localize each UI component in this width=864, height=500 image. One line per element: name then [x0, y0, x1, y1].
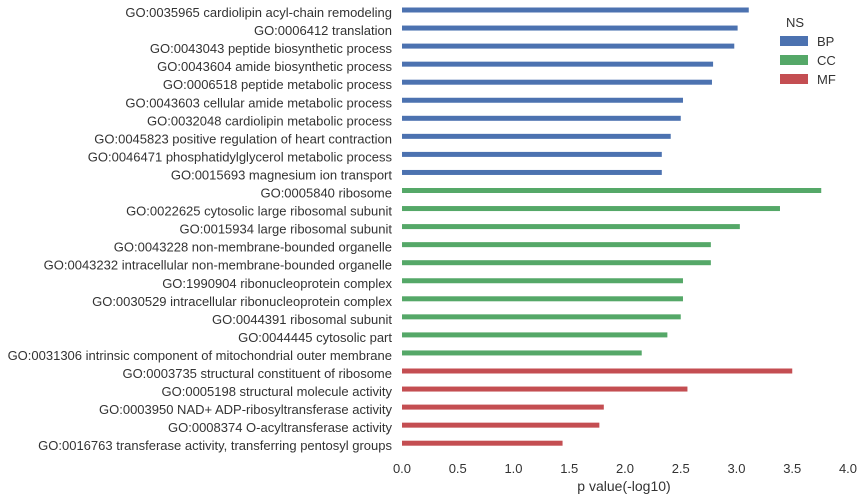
- bar: [402, 440, 563, 446]
- bar: [402, 115, 681, 121]
- bar: [402, 151, 662, 157]
- x-tick-label: 0.0: [393, 461, 411, 476]
- y-tick-label: GO:0003735 structural constituent of rib…: [122, 366, 392, 381]
- x-axis-label: p value(-log10): [577, 478, 670, 494]
- bar: [402, 43, 735, 49]
- x-tick-label: 3.0: [727, 461, 745, 476]
- y-tick-label: GO:0003950 NAD+ ADP-ribosyltransferase a…: [99, 402, 392, 417]
- bar: [402, 332, 668, 338]
- y-tick-label: GO:0032048 cardiolipin metabolic process: [147, 113, 392, 128]
- bar: [402, 296, 683, 302]
- y-tick-label: GO:0006412 translation: [254, 23, 392, 38]
- bar: [402, 278, 683, 284]
- bar: [402, 242, 711, 248]
- bars: [402, 7, 822, 446]
- legend-title: NS: [786, 15, 804, 30]
- y-tick-label: GO:0031306 intrinsic component of mitoch…: [8, 348, 392, 363]
- x-tick-label: 1.5: [560, 461, 578, 476]
- bar: [402, 97, 683, 103]
- bar: [402, 404, 604, 410]
- legend-label: MF: [817, 72, 836, 87]
- y-tick-label: GO:0044391 ribosomal subunit: [212, 312, 392, 327]
- y-tick-label: GO:0022625 cytosolic large ribosomal sub…: [126, 204, 392, 219]
- y-tick-label: GO:0035965 cardiolipin acyl-chain remode…: [125, 5, 392, 20]
- bar: [402, 79, 712, 85]
- bar: [402, 188, 822, 193]
- bar: [402, 314, 681, 320]
- y-tick-label: GO:0043228 non-membrane-bounded organell…: [114, 240, 392, 255]
- y-tick-label: GO:1990904 ribonucleoprotein complex: [162, 276, 392, 291]
- legend: NS BP CC MF: [780, 15, 836, 87]
- y-tick-label: GO:0005840 ribosome: [260, 186, 392, 201]
- bar: [402, 350, 642, 356]
- legend-swatch: [780, 74, 808, 84]
- x-axis: 0.0 0.5 1.0 1.5 2.0 2.5 3.0 3.5 4.0: [393, 461, 857, 476]
- x-tick-label: 3.5: [783, 461, 801, 476]
- bar: [402, 386, 688, 392]
- y-tick-label: GO:0015934 large ribosomal subunit: [180, 222, 393, 237]
- y-tick-label: GO:0015693 magnesium ion transport: [171, 167, 393, 182]
- y-tick-label: GO:0046471 phosphatidylglycerol metaboli…: [88, 149, 393, 164]
- y-tick-label: GO:0043604 amide biosynthetic process: [157, 59, 392, 74]
- x-tick-label: 1.0: [504, 461, 522, 476]
- bar: [402, 224, 740, 230]
- bar: [402, 7, 749, 13]
- bar: [402, 260, 711, 266]
- y-tick-label: GO:0043043 peptide biosynthetic process: [150, 41, 393, 56]
- bar: [402, 61, 714, 67]
- legend-label: CC: [817, 53, 836, 68]
- x-tick-label: 2.5: [672, 461, 690, 476]
- bar: [402, 368, 793, 374]
- legend-swatch: [780, 55, 808, 65]
- bar: [402, 133, 671, 139]
- y-tick-labels: GO:0035965 cardiolipin acyl-chain remode…: [8, 5, 393, 453]
- y-tick-label: GO:0005198 structural molecule activity: [162, 384, 393, 399]
- bar: [402, 206, 780, 212]
- y-tick-label: GO:0008374 O-acyltransferase activity: [168, 420, 392, 435]
- bar: [402, 169, 662, 175]
- bar: [402, 422, 600, 428]
- x-tick-label: 0.5: [449, 461, 467, 476]
- legend-swatch: [780, 36, 808, 46]
- y-tick-label: GO:0043232 intracellular non-membrane-bo…: [44, 258, 392, 273]
- y-tick-label: GO:0030529 intracellular ribonucleoprote…: [92, 294, 392, 309]
- legend-label: BP: [817, 34, 834, 49]
- y-tick-label: GO:0044445 cytosolic part: [238, 330, 392, 345]
- x-tick-label: 2.0: [616, 461, 634, 476]
- y-tick-label: GO:0016763 transferase activity, transfe…: [38, 438, 392, 453]
- y-tick-label: GO:0045823 positive regulation of heart …: [94, 131, 392, 146]
- x-tick-label: 4.0: [839, 461, 857, 476]
- bar: [402, 25, 738, 31]
- y-tick-label: GO:0043603 cellular amide metabolic proc…: [125, 95, 392, 110]
- y-tick-label: GO:0006518 peptide metabolic process: [163, 77, 393, 92]
